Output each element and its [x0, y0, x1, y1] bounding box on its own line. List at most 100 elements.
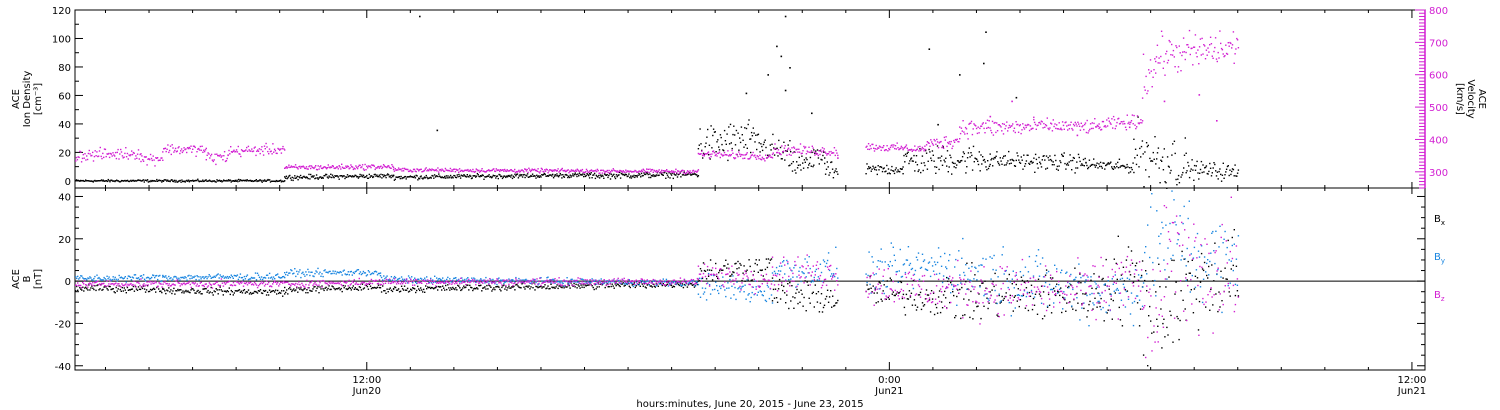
data-point	[803, 296, 805, 299]
data-point	[570, 176, 572, 178]
data-point	[207, 276, 209, 278]
data-point	[368, 173, 370, 176]
data-point	[920, 171, 922, 174]
data-point	[802, 150, 804, 152]
data-point	[363, 287, 366, 289]
data-point	[650, 174, 653, 177]
data-point	[307, 168, 309, 170]
data-point	[995, 131, 997, 134]
data-point	[699, 268, 702, 270]
data-point	[583, 175, 585, 178]
data-point	[709, 259, 712, 261]
data-point	[1054, 154, 1056, 157]
data-point	[1113, 119, 1116, 121]
data-point	[377, 166, 379, 168]
data-point	[502, 169, 504, 171]
data-point	[108, 152, 110, 155]
data-point	[202, 151, 204, 153]
data-point	[250, 180, 252, 182]
data-point	[1043, 315, 1046, 317]
data-point	[1047, 156, 1049, 159]
data-point	[1220, 42, 1222, 45]
data-point	[711, 279, 714, 281]
data-point	[375, 175, 377, 177]
data-point	[804, 147, 806, 149]
data-point	[435, 281, 437, 283]
data-point	[257, 149, 259, 151]
data-point	[977, 160, 979, 162]
data-point	[773, 154, 776, 156]
data-point	[539, 172, 541, 174]
data-point	[1124, 289, 1127, 291]
data-point	[817, 276, 820, 278]
data-point	[835, 246, 837, 248]
data-point	[515, 170, 518, 173]
data-point	[307, 292, 309, 294]
data-point	[808, 164, 810, 166]
data-point	[1145, 75, 1147, 78]
data-point	[198, 147, 200, 150]
data-point	[177, 288, 179, 291]
data-point	[164, 147, 167, 149]
data-point	[217, 154, 220, 157]
data-point	[802, 167, 805, 169]
data-point	[230, 151, 233, 153]
data-point	[576, 175, 578, 178]
data-point	[1023, 154, 1025, 156]
data-point	[139, 153, 141, 156]
data-point	[753, 293, 755, 296]
data-point	[1031, 162, 1033, 164]
data-point	[911, 160, 913, 162]
data-point	[514, 173, 516, 175]
data-point	[491, 169, 493, 172]
data-point	[675, 283, 678, 286]
data-point	[259, 278, 262, 280]
data-point	[237, 289, 240, 292]
data-point	[389, 175, 391, 177]
data-point	[453, 168, 455, 170]
data-point	[397, 167, 400, 169]
data-point	[133, 290, 136, 292]
data-point	[147, 158, 149, 160]
data-point	[315, 177, 317, 179]
data-point	[1028, 129, 1031, 132]
data-point	[991, 132, 993, 134]
data-point	[709, 293, 712, 295]
data-point	[824, 162, 826, 165]
data-point	[1198, 63, 1200, 65]
data-point	[490, 169, 492, 172]
data-point	[593, 174, 595, 176]
data-point	[213, 159, 215, 161]
data-point	[95, 280, 97, 282]
data-point	[642, 168, 644, 170]
data-point	[510, 176, 512, 178]
data-point	[274, 150, 277, 152]
data-point	[114, 180, 116, 183]
data-point	[978, 151, 980, 153]
data-point	[121, 286, 123, 289]
data-point	[459, 177, 462, 179]
data-point	[551, 170, 553, 172]
data-point	[665, 278, 668, 281]
data-point	[226, 290, 228, 292]
data-point	[586, 282, 588, 285]
data-point	[373, 286, 376, 289]
data-point	[750, 279, 752, 282]
data-point	[561, 167, 563, 170]
data-point	[866, 281, 868, 284]
data-point	[887, 168, 890, 170]
data-point	[443, 170, 446, 173]
data-point	[675, 174, 677, 176]
data-point	[948, 141, 951, 143]
data-point	[962, 314, 964, 317]
data-point	[1000, 126, 1002, 128]
data-point	[445, 175, 448, 177]
data-point	[704, 146, 706, 148]
data-point	[1134, 157, 1136, 159]
data-point	[351, 175, 354, 177]
data-point	[115, 286, 117, 289]
data-point	[284, 276, 286, 279]
data-point	[867, 168, 869, 170]
data-point	[1191, 159, 1193, 161]
